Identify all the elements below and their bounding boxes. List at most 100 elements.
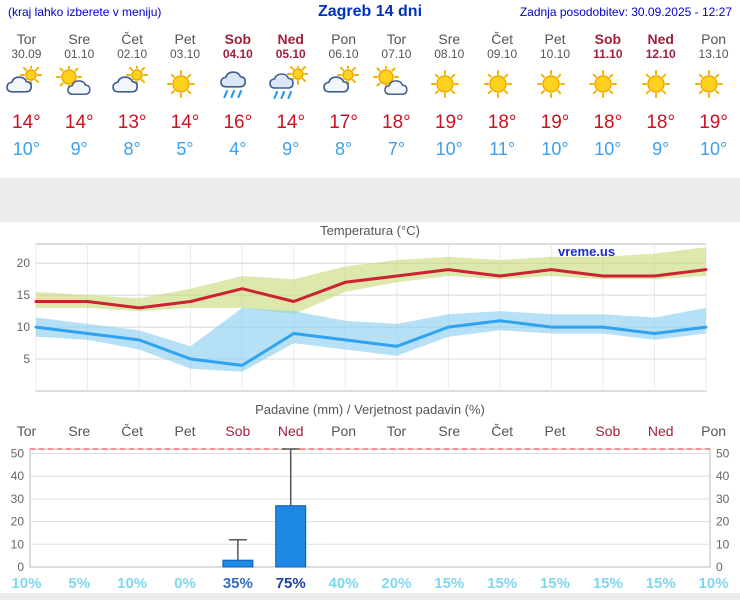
menu-hint-link[interactable]: (kraj lahko izberete v meniju) xyxy=(8,5,162,19)
precip-day-label: Pon xyxy=(331,423,357,439)
day-name: Čet xyxy=(121,31,144,47)
precip-day-label: Sre xyxy=(68,423,91,439)
page-title: Zagreb 14 dni xyxy=(317,3,423,20)
svg-text:50: 50 xyxy=(11,447,25,461)
day-date: 07.10 xyxy=(381,47,412,61)
precip-probability: 15% xyxy=(539,575,570,592)
day-name: Pon xyxy=(701,31,727,47)
precip-probability: 40% xyxy=(328,575,359,592)
precip-day-label: Tor xyxy=(16,423,37,439)
day-column-2[interactable]: Sre 01.10 14° 9° xyxy=(53,26,106,170)
precip-day-label: Ned xyxy=(647,423,674,439)
precip-day-label: Ned xyxy=(277,423,304,439)
max-temperature: 19° xyxy=(540,112,570,133)
mostly-cloudy-icon xyxy=(106,66,159,110)
last-updated: Zadnja posodobitev: 30.09.2025 - 12:27 xyxy=(519,5,732,19)
day-name: Ned xyxy=(647,31,674,47)
max-temperature: 14° xyxy=(64,112,94,133)
svg-text:0: 0 xyxy=(716,560,723,574)
sunny-icon xyxy=(687,66,740,110)
min-temperature: 9° xyxy=(652,139,670,159)
svg-text:vreme.us: vreme.us xyxy=(558,244,615,259)
day-column-12[interactable]: Sob 11.10 18° 10° xyxy=(581,26,634,170)
bottom-band xyxy=(0,593,740,600)
min-temperature: 10° xyxy=(12,139,41,159)
precip-probability: 10% xyxy=(117,575,148,592)
precip-probability: 10% xyxy=(11,575,42,592)
day-column-11[interactable]: Pet 10.10 19° 10° xyxy=(529,26,582,170)
max-temperature: 18° xyxy=(593,112,623,133)
max-temperature: 16° xyxy=(223,112,253,133)
day-column-6[interactable]: Ned 05.10 14° 9° xyxy=(264,26,317,170)
min-temperature: 10° xyxy=(435,139,463,159)
day-column-14[interactable]: Pon 13.10 19° 10° xyxy=(687,26,740,170)
day-name: Sre xyxy=(68,31,91,47)
day-date: 08.10 xyxy=(434,47,465,61)
mostly-cloudy-icon xyxy=(0,66,53,110)
day-date: 11.10 xyxy=(593,47,623,61)
max-temperature: 17° xyxy=(329,112,358,133)
day-column-9[interactable]: Sre 08.10 19° 10° xyxy=(423,26,476,170)
max-temperature: 14° xyxy=(276,112,306,133)
day-date: 04.10 xyxy=(222,47,253,61)
day-column-8[interactable]: Tor 07.10 18° 7° xyxy=(370,26,423,170)
day-column-5[interactable]: Sob 04.10 16° 4° xyxy=(211,26,264,170)
day-column-10[interactable]: Čet 09.10 18° 11° xyxy=(476,26,529,170)
day-name: Sob xyxy=(224,31,252,47)
sunny-icon xyxy=(476,66,529,110)
min-temperature: 10° xyxy=(594,139,622,159)
precip-day-label: Čet xyxy=(491,423,514,439)
min-temperature: 8° xyxy=(123,139,141,159)
max-temperature: 19° xyxy=(434,112,464,133)
day-column-13[interactable]: Ned 12.10 18° 9° xyxy=(634,26,687,170)
precip-day-label: Pon xyxy=(701,423,727,439)
day-column-4[interactable]: Pet 03.10 14° 5° xyxy=(159,26,212,170)
svg-text:20: 20 xyxy=(11,515,25,529)
rain-icon xyxy=(211,66,264,110)
precip-probability: 10% xyxy=(698,575,729,592)
day-column-3[interactable]: Čet 02.10 13° 8° xyxy=(106,26,159,170)
precip-probability: 15% xyxy=(645,575,676,592)
precipitation-chart-title: Padavine (mm) / Verjetnost padavin (%) xyxy=(255,402,485,417)
day-name: Ned xyxy=(277,31,304,47)
precip-probability: 15% xyxy=(487,575,518,592)
precip-probability: 5% xyxy=(68,575,91,592)
precip-probability-row: 10% 5% 10% 0% 35% 75% 40% 20% 15% 15% 15% 15% 15% 10% xyxy=(0,575,740,593)
max-temperature: 14° xyxy=(170,112,200,133)
svg-text:50: 50 xyxy=(716,447,730,461)
min-temperature: 11° xyxy=(489,139,516,159)
sunny-icon xyxy=(423,66,476,110)
precip-day-label: Pet xyxy=(544,423,566,439)
precip-day-label: Sob xyxy=(225,423,251,439)
min-temperature: 5° xyxy=(176,139,194,159)
day-column-1[interactable]: Tor 30.09 14° 10° xyxy=(0,26,53,170)
svg-text:40: 40 xyxy=(716,469,730,483)
rain-sun-icon xyxy=(264,66,317,110)
max-temperature: 19° xyxy=(699,112,728,133)
precip-day-labels: Tor Sre Čet Pet Sob Ned Pon Tor Sre Čet Pet Sob Ned P… xyxy=(0,423,740,443)
precip-day-label: Sre xyxy=(438,423,461,439)
day-date: 30.09 xyxy=(11,47,42,61)
temperature-chart-title: Temperatura (°C) xyxy=(320,223,420,238)
day-date: 09.10 xyxy=(487,47,518,61)
svg-text:0: 0 xyxy=(17,560,24,574)
svg-text:10: 10 xyxy=(17,320,31,334)
min-temperature: 10° xyxy=(541,139,569,159)
precipitation-chart: 0 0 10 10 20 20 30 30 40 40 50 50 xyxy=(11,447,730,575)
day-date: 05.10 xyxy=(275,47,306,61)
svg-text:30: 30 xyxy=(716,492,730,506)
min-temperature: 8° xyxy=(334,139,353,159)
topbar: (kraj lahko izberete v meniju) Zagreb 14… xyxy=(0,0,740,26)
day-name: Tor xyxy=(386,31,407,47)
day-name: Čet xyxy=(491,31,514,47)
day-date: 10.10 xyxy=(539,47,570,61)
svg-text:5: 5 xyxy=(23,352,30,366)
day-name: Sre xyxy=(438,31,461,47)
mostly-cloudy-icon xyxy=(317,66,370,110)
partly-cloudy-icon xyxy=(370,66,423,110)
max-temperature: 18° xyxy=(382,112,411,133)
day-name: Pet xyxy=(174,31,196,47)
day-name: Sob xyxy=(594,31,622,47)
day-column-7[interactable]: Pon 06.10 17° 8° xyxy=(317,26,370,170)
day-name: Tor xyxy=(16,31,37,47)
